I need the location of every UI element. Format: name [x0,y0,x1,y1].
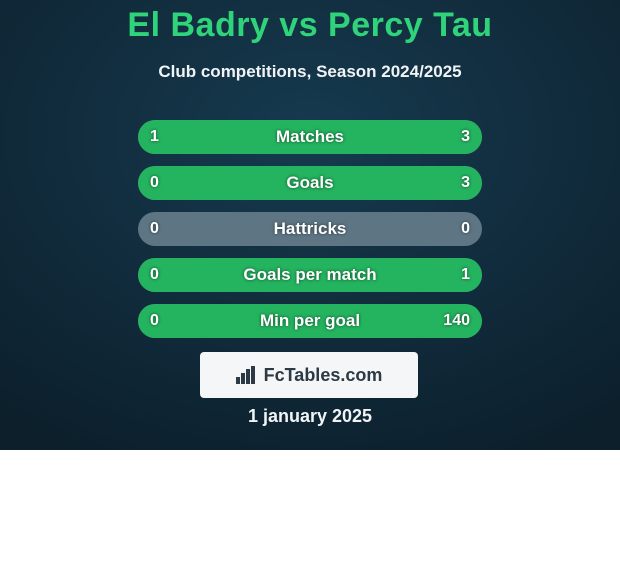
stat-row: 13Matches [138,120,482,154]
stat-row: 03Goals [138,166,482,200]
stat-label: Matches [138,120,482,154]
page-subtitle: Club competitions, Season 2024/2025 [0,62,620,82]
stat-label: Goals [138,166,482,200]
stat-row: 00Hattricks [138,212,482,246]
stat-row: 01Goals per match [138,258,482,292]
stat-label: Goals per match [138,258,482,292]
stats-list: 13Matches 03Goals 00Hattricks 01Goals per m… [138,120,482,350]
brand-badge: FcTables.com [200,352,418,398]
stat-label: Hattricks [138,212,482,246]
brand-label: FcTables.com [264,365,383,386]
stat-label: Min per goal [138,304,482,338]
comparison-card: El Badry vs Percy Tau Club competitions,… [0,0,620,450]
stat-row: 0140Min per goal [138,304,482,338]
date-label: 1 january 2025 [0,406,620,427]
page-title: El Badry vs Percy Tau [0,6,620,45]
brand-icon [236,366,258,384]
